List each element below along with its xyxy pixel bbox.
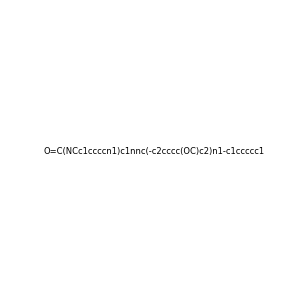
Text: O=C(NCc1ccccn1)c1nnc(-c2cccc(OC)c2)n1-c1ccccc1: O=C(NCc1ccccn1)c1nnc(-c2cccc(OC)c2)n1-c1… bbox=[43, 147, 264, 156]
